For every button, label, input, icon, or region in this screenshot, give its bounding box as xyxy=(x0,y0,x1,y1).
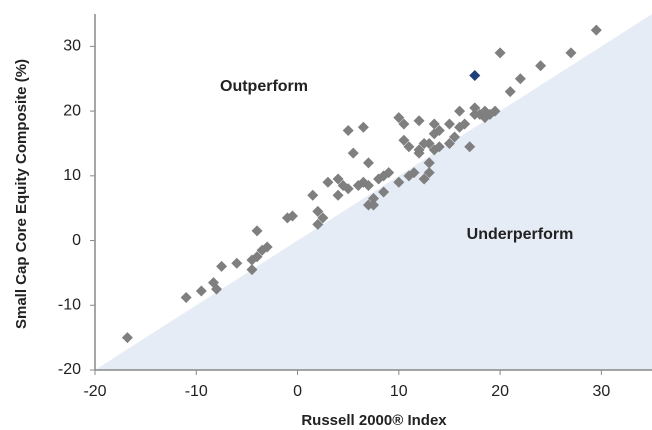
data-point xyxy=(211,283,223,295)
y-tick-label: 0 xyxy=(72,232,81,249)
data-point xyxy=(342,183,354,195)
data-point xyxy=(428,118,440,130)
data-point xyxy=(433,125,445,137)
data-point xyxy=(494,47,506,59)
data-point xyxy=(307,189,319,201)
data-point xyxy=(357,121,369,133)
data-point xyxy=(590,24,602,36)
data-point xyxy=(368,192,379,204)
data-point xyxy=(449,131,461,143)
y-tick-label: 30 xyxy=(63,38,81,55)
data-point xyxy=(332,189,344,201)
data-point xyxy=(362,180,374,192)
x-tick-label: 30 xyxy=(592,383,610,400)
data-point xyxy=(180,292,192,304)
data-point xyxy=(121,332,133,344)
data-point xyxy=(393,176,405,188)
data-point xyxy=(535,60,547,72)
underperform-region xyxy=(95,14,652,370)
data-point xyxy=(459,118,471,130)
data-point xyxy=(489,105,501,117)
data-point xyxy=(443,118,455,130)
data-point xyxy=(403,141,415,153)
data-point xyxy=(398,118,410,130)
data-point xyxy=(469,69,481,81)
y-tick-label: -20 xyxy=(58,361,81,378)
data-point xyxy=(433,141,445,153)
data-point xyxy=(565,47,577,59)
data-point xyxy=(398,134,410,146)
data-point xyxy=(393,112,405,124)
data-point xyxy=(378,186,390,198)
data-point xyxy=(251,251,263,263)
data-point xyxy=(347,147,359,159)
data-point xyxy=(413,147,425,159)
data-point xyxy=(317,212,329,224)
data-point xyxy=(231,257,243,269)
data-point xyxy=(423,167,435,179)
data-point xyxy=(504,86,516,98)
data-point xyxy=(423,137,435,149)
data-point xyxy=(195,285,207,297)
annotation: Outperform xyxy=(220,78,308,95)
data-point xyxy=(408,167,420,179)
data-point xyxy=(368,199,379,211)
annotation: Underperform xyxy=(467,226,574,243)
data-point xyxy=(286,210,298,222)
data-point xyxy=(216,260,228,272)
y-axis-title: Small Cap Core Equity Composite (%) xyxy=(13,59,30,329)
data-point xyxy=(413,115,425,127)
x-tick-label: -10 xyxy=(185,383,208,400)
x-tick-label: -20 xyxy=(83,383,106,400)
y-tick-label: 20 xyxy=(63,102,81,119)
data-point xyxy=(322,176,334,188)
data-point xyxy=(418,173,430,185)
data-point xyxy=(464,141,476,153)
x-axis-title: Russell 2000® Index xyxy=(301,412,447,429)
data-point xyxy=(251,225,263,237)
x-tick-label: 10 xyxy=(390,383,408,400)
data-point xyxy=(246,264,258,276)
y-tick-label: -10 xyxy=(58,296,81,313)
data-point xyxy=(514,73,526,85)
data-point xyxy=(443,137,455,149)
data-point xyxy=(383,167,395,179)
data-point xyxy=(423,157,435,169)
x-tick-label: 20 xyxy=(491,383,509,400)
data-point xyxy=(342,125,354,137)
y-tick-label: 10 xyxy=(63,167,81,184)
data-point xyxy=(362,157,374,169)
data-point xyxy=(332,173,344,185)
data-point xyxy=(454,105,466,117)
data-point xyxy=(261,241,273,253)
data-point xyxy=(469,102,481,114)
data-point xyxy=(312,205,324,217)
data-point xyxy=(312,218,324,230)
x-tick-label: 0 xyxy=(293,383,302,400)
